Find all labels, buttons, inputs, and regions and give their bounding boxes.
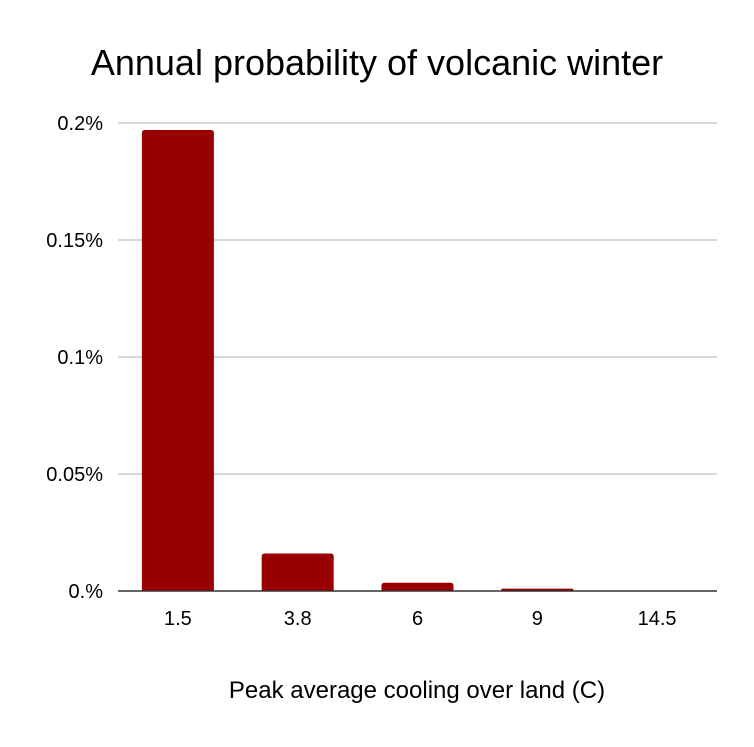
bar — [141, 130, 214, 591]
y-tick-label: 0.15% — [46, 230, 103, 252]
y-tick-label: 0.2% — [57, 113, 103, 135]
y-axis-tick-labels: 0.% 0.05% 0.1% 0.15% 0.2% — [46, 113, 103, 603]
x-tick-label: 1.5 — [164, 608, 192, 630]
y-tick-label: 0.05% — [46, 464, 103, 486]
bar — [381, 582, 454, 591]
chart-title: Annual probability of volcanic winter — [91, 42, 663, 83]
gridlines — [118, 122, 717, 475]
bar — [261, 553, 334, 591]
bars — [141, 130, 574, 591]
x-tick-label: 3.8 — [284, 608, 312, 630]
y-tick-label: 0.% — [69, 581, 104, 603]
y-tick-label: 0.1% — [57, 347, 103, 369]
x-tick-label: 6 — [412, 608, 423, 630]
x-axis-tick-labels: 1.5 3.8 6 9 14.5 — [164, 608, 677, 630]
x-axis-title: Peak average cooling over land (C) — [229, 677, 605, 704]
x-tick-label: 14.5 — [638, 608, 677, 630]
x-tick-label: 9 — [532, 608, 543, 630]
